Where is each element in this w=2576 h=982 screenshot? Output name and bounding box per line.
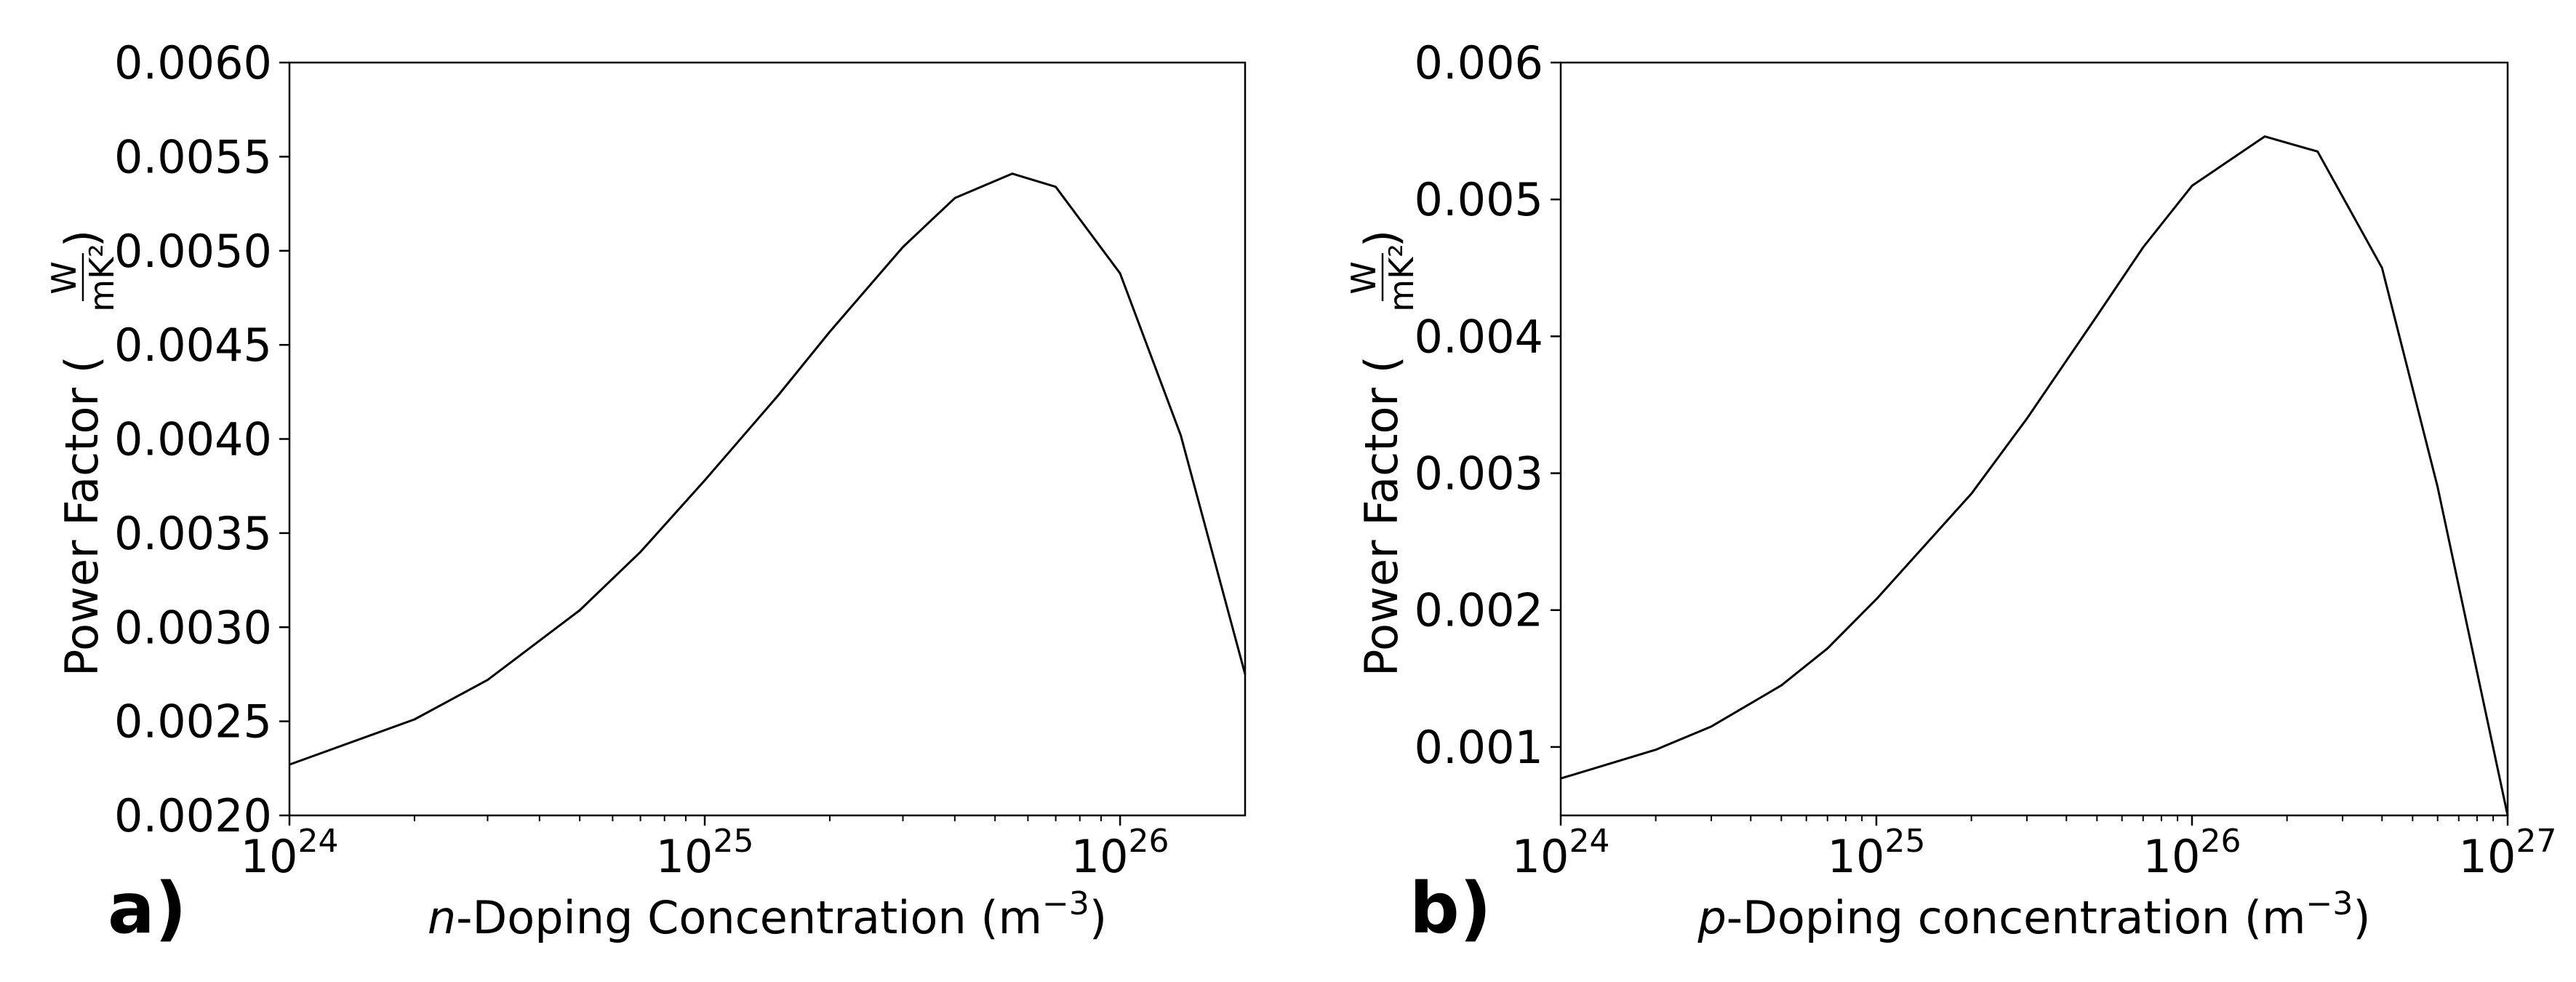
svg-text:Power Factor (: Power Factor ( [1355, 356, 1408, 676]
svg-text:W: W [1344, 261, 1383, 294]
y-tick-label: 0.0060 [114, 36, 272, 89]
series-line-p-type [1560, 135, 2509, 816]
y-tick-label: 0.0035 [114, 507, 272, 560]
y-tick-label: 0.001 [1415, 721, 1544, 774]
y-tick-label: 0.002 [1415, 584, 1544, 637]
chart-panel-b: 0.001 0.002 0.003 0.004 0.005 0.006 1024 1025 10… [1344, 36, 2556, 949]
x-tick-label: 1024 [241, 823, 339, 883]
y-tick-label: 0.005 [1415, 173, 1544, 226]
y-tick-label: 0.0045 [114, 319, 272, 372]
x-tick-label: 1026 [1071, 823, 1169, 883]
panel-label: b) [1409, 868, 1492, 949]
y-tick-label: 0.0030 [114, 601, 272, 654]
svg-text:): ) [55, 230, 108, 247]
x-tick-label: 1025 [1828, 823, 1926, 883]
x-tick-label: 1025 [656, 823, 754, 883]
y-tick-label: 0.0055 [114, 130, 272, 183]
x-axis-label: n-Doping Concentration (m−3) [428, 885, 1107, 944]
svg-text:mK²: mK² [82, 244, 121, 311]
series-line-n-type [289, 172, 1247, 766]
y-tick-label: 0.0025 [114, 695, 272, 749]
svg-text:): ) [1355, 230, 1408, 247]
svg-text:W: W [44, 261, 84, 294]
y-tick-label: 0.0040 [114, 413, 272, 466]
svg-text:mK²: mK² [1382, 244, 1421, 311]
x-tick-label: 1027 [2459, 823, 2557, 883]
x-axis-label: p-Doping concentration (m−3) [1697, 885, 2370, 944]
x-tick-label: 1026 [2143, 823, 2241, 883]
y-tick-label: 0.003 [1415, 447, 1544, 500]
chart-panel-a: 0.0020 0.0025 0.0030 0.0035 0.0040 0.0045 0.00… [44, 36, 1247, 949]
y-tick-label: 0.004 [1415, 310, 1544, 363]
y-tick-label: 0.006 [1415, 36, 1544, 89]
x-tick-label: 1024 [1512, 823, 1610, 883]
plot-frame [1559, 61, 2509, 817]
y-tick-label: 0.0050 [114, 225, 272, 278]
plot-frame [288, 61, 1247, 817]
svg-text:Power Factor (: Power Factor ( [55, 356, 108, 676]
y-tick-label: 0.0020 [114, 789, 272, 842]
panel-label: a) [108, 868, 187, 949]
